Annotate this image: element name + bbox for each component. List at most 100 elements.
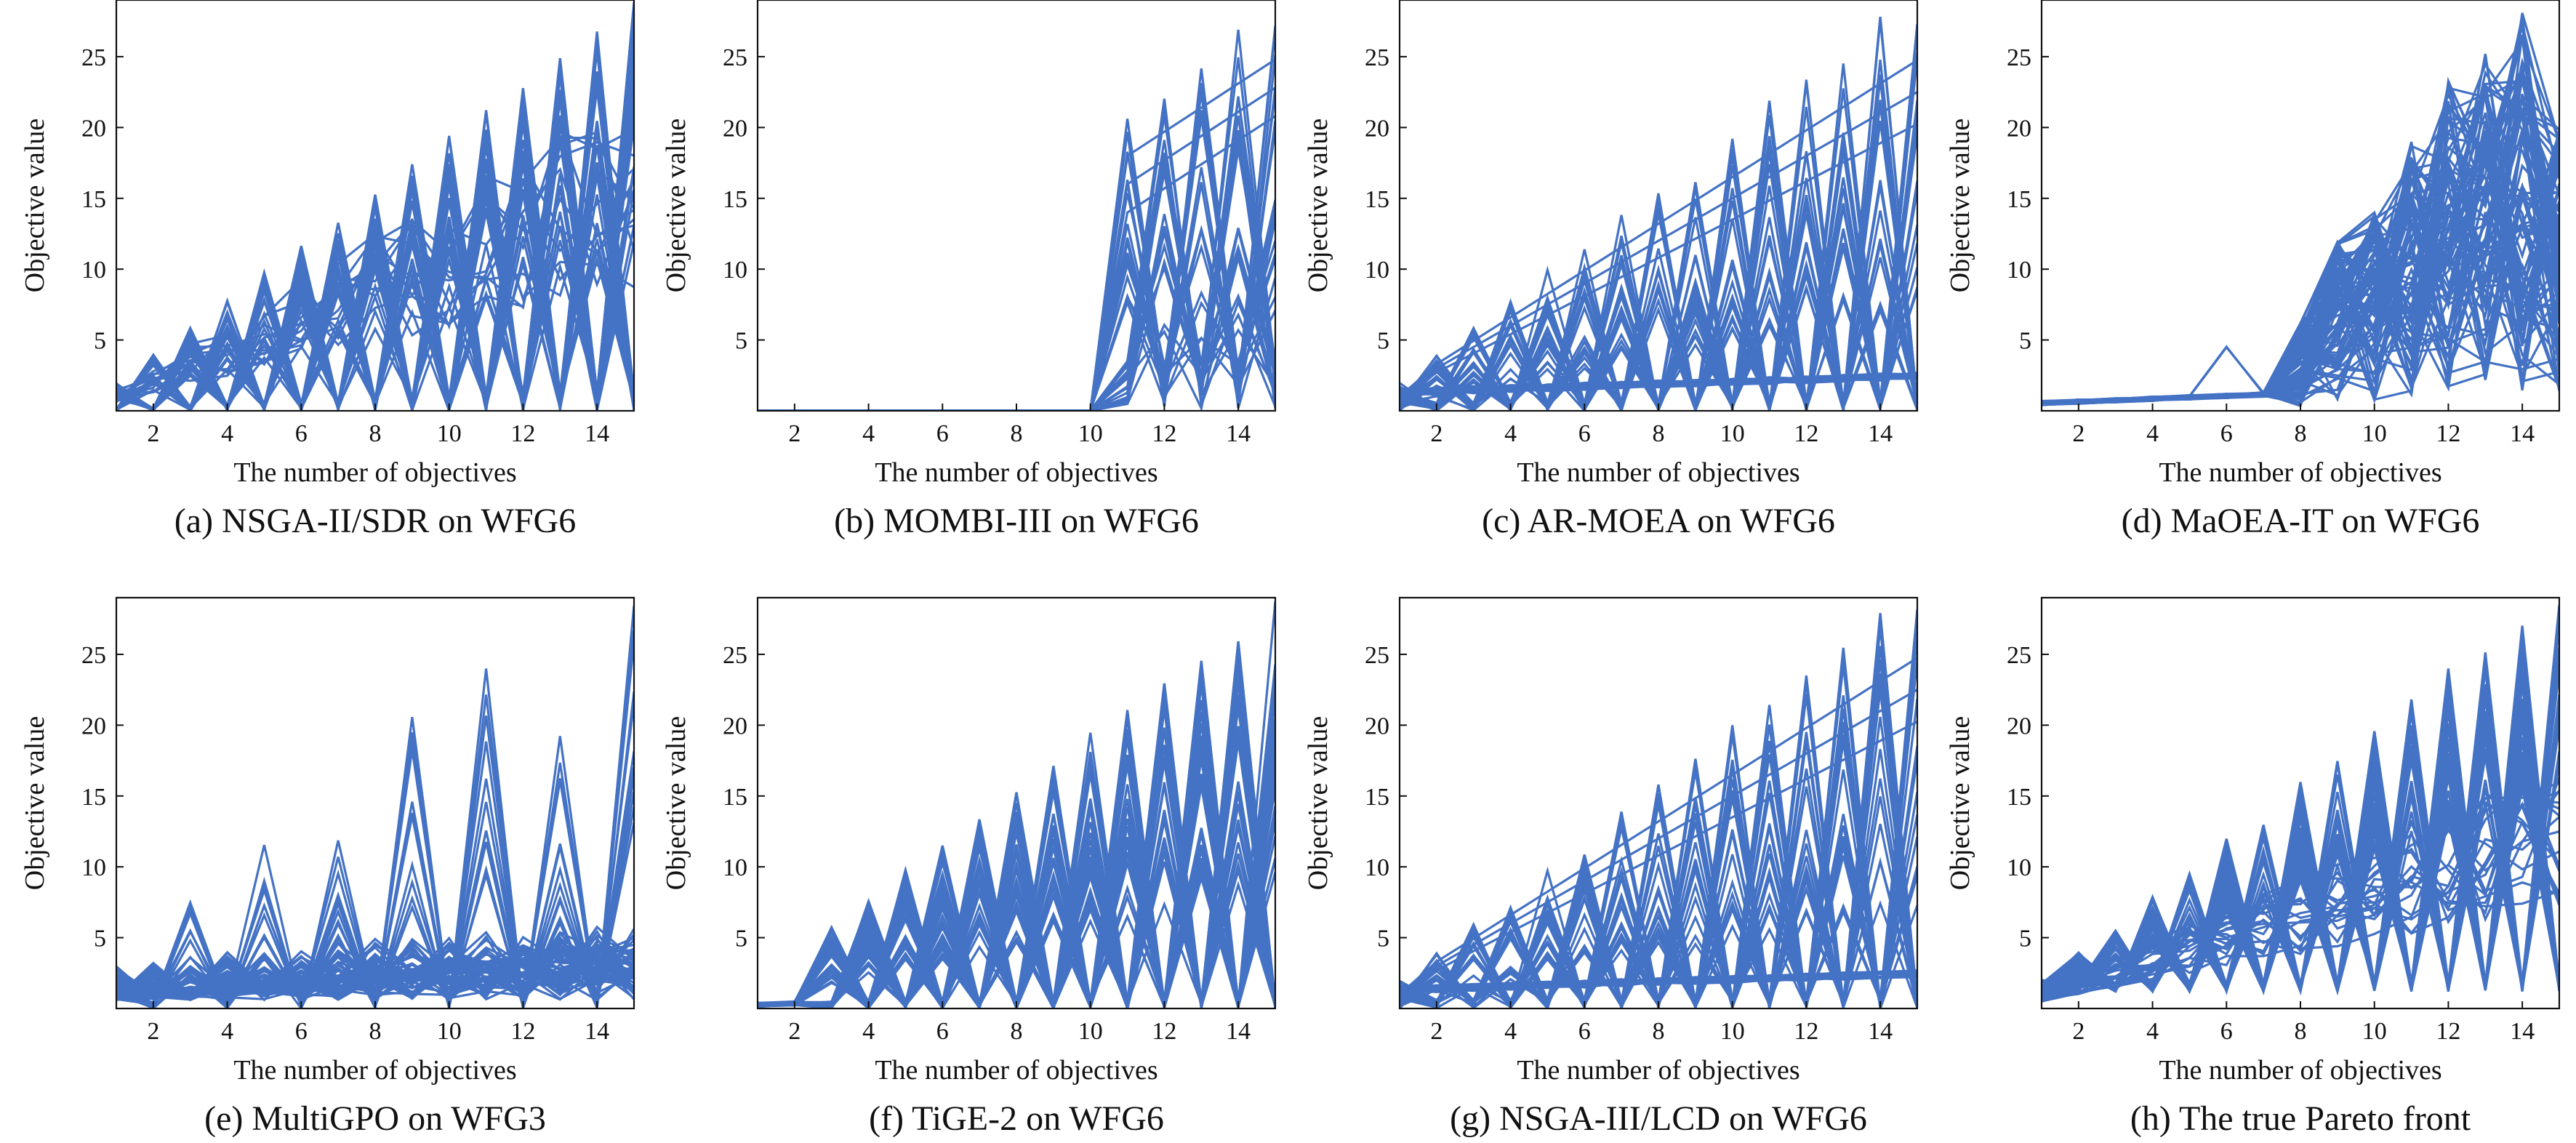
- y-tick-label: 10: [81, 257, 106, 284]
- y-tick-label: 20: [1365, 713, 1389, 739]
- y-tick-label: 5: [1377, 328, 1389, 355]
- series-line: [758, 87, 1275, 411]
- series-line: [1400, 59, 1917, 398]
- x-tick-label: 4: [862, 1018, 875, 1045]
- series-line: [758, 98, 1275, 411]
- series-line: [2042, 790, 2559, 1000]
- y-tick-label: 10: [2007, 257, 2031, 284]
- x-tick-label: 14: [1226, 1018, 1251, 1045]
- y-tick-label: 25: [1365, 642, 1389, 669]
- y-axis-label: Objective value: [661, 119, 691, 293]
- series-line: [758, 690, 1275, 1008]
- subplot-caption: (h) The true Pareto front: [2130, 1099, 2471, 1138]
- series-lines: [1400, 609, 1917, 1008]
- series-line: [758, 87, 1275, 411]
- x-tick-label: 10: [1720, 1018, 1745, 1045]
- y-tick-label: 5: [735, 328, 747, 355]
- y-tick-label: 10: [1365, 257, 1389, 284]
- series-line: [758, 242, 1275, 411]
- y-tick-label: 15: [1365, 186, 1389, 213]
- y-tick-label: 5: [735, 926, 747, 952]
- x-tick-label: 8: [1653, 1018, 1665, 1045]
- series-line: [758, 239, 1275, 411]
- subplot-caption: (a) NSGA-II/SDR on WFG6: [174, 502, 576, 540]
- subplot-8: 2 4 6 8 10 12 14 5 10 15 20 25 The number of objecti…: [1945, 596, 2561, 1138]
- series-line: [758, 120, 1275, 411]
- y-axis-label: Objective value: [1945, 716, 1975, 891]
- x-tick-label: 6: [1578, 1018, 1591, 1045]
- series-line: [2042, 647, 2559, 994]
- x-tick-label: 10: [1078, 1018, 1103, 1045]
- series-line: [116, 88, 634, 411]
- x-tick-label: 4: [221, 420, 233, 447]
- x-tick-label: 6: [936, 1018, 949, 1045]
- subplot-7: 2 4 6 8 10 12 14 5 10 15 20 25 The number of objecti…: [1303, 596, 1919, 1138]
- x-tick-label: 14: [585, 420, 609, 447]
- y-tick-label: 20: [81, 115, 106, 142]
- series-line: [1400, 91, 1917, 399]
- y-tick-label: 5: [2019, 328, 2031, 355]
- series-line: [1400, 657, 1917, 995]
- x-tick-label: 8: [1011, 1018, 1023, 1045]
- series-line: [116, 954, 634, 1000]
- subplot-2: 2 4 6 8 10 12 14 5 10 15 20 25 The number of objecti…: [661, 0, 1277, 540]
- x-tick-label: 14: [1868, 1018, 1893, 1045]
- x-axis-label: The number of objectives: [1517, 1055, 1799, 1086]
- x-axis-label: The number of objectives: [875, 457, 1157, 488]
- y-tick-label: 10: [81, 854, 106, 881]
- series-line: [758, 25, 1275, 411]
- y-tick-label: 10: [723, 257, 747, 284]
- x-tick-label: 14: [2510, 1018, 2535, 1045]
- series-line: [758, 230, 1275, 411]
- y-tick-label: 20: [1365, 115, 1389, 142]
- x-tick-label: 10: [2362, 420, 2387, 447]
- y-tick-label: 15: [81, 784, 106, 811]
- y-tick-label: 20: [723, 713, 747, 739]
- x-tick-label: 12: [2436, 420, 2460, 447]
- y-tick-label: 5: [1377, 926, 1389, 952]
- x-tick-label: 2: [147, 420, 159, 447]
- x-tick-label: 14: [2510, 420, 2535, 447]
- y-tick-label: 20: [81, 713, 106, 739]
- y-axis-label: Objective value: [1303, 119, 1333, 293]
- series-line: [758, 246, 1275, 411]
- x-tick-label: 10: [1720, 420, 1745, 447]
- series-line: [758, 231, 1275, 411]
- y-tick-label: 25: [2007, 44, 2031, 71]
- series-line: [1400, 372, 1917, 393]
- y-axis-label: Objective value: [661, 716, 691, 891]
- x-tick-label: 4: [2146, 420, 2159, 447]
- y-tick-label: 15: [2007, 784, 2031, 811]
- series-line: [1400, 17, 1917, 411]
- x-axis-label: The number of objectives: [1517, 457, 1799, 488]
- subplot-1: 2 4 6 8 10 12 14 5 10 15 20 25 The number of objecti…: [20, 0, 635, 540]
- y-tick-label: 25: [723, 642, 747, 669]
- series-line: [758, 58, 1275, 411]
- series-lines: [2042, 604, 2559, 1003]
- x-tick-label: 12: [1152, 420, 1176, 447]
- y-tick-label: 25: [1365, 44, 1389, 71]
- x-tick-label: 2: [1430, 420, 1443, 447]
- x-tick-label: 4: [1504, 420, 1517, 447]
- x-tick-label: 6: [1578, 420, 1591, 447]
- series-lines: [116, 1, 634, 411]
- x-tick-label: 2: [788, 1018, 801, 1045]
- x-axis-label: The number of objectives: [2159, 1055, 2441, 1086]
- series-line: [1400, 372, 1917, 397]
- y-tick-label: 5: [2019, 926, 2031, 952]
- x-tick-label: 2: [1430, 1018, 1443, 1045]
- y-axis-label: Objective value: [1303, 716, 1333, 891]
- series-line: [758, 224, 1275, 411]
- series-line: [116, 128, 634, 401]
- series-lines: [2042, 12, 2559, 408]
- subplot-3: 2 4 6 8 10 12 14 5 10 15 20 25 The number of objecti…: [1303, 0, 1919, 540]
- subplot-caption: (e) MultiGPO on WFG3: [204, 1099, 546, 1138]
- series-lines: [758, 25, 1275, 411]
- x-tick-label: 14: [585, 1018, 609, 1045]
- x-tick-label: 12: [1794, 420, 1818, 447]
- y-tick-label: 25: [81, 642, 106, 669]
- series-line: [758, 129, 1275, 411]
- y-axis-label: Objective value: [20, 716, 50, 891]
